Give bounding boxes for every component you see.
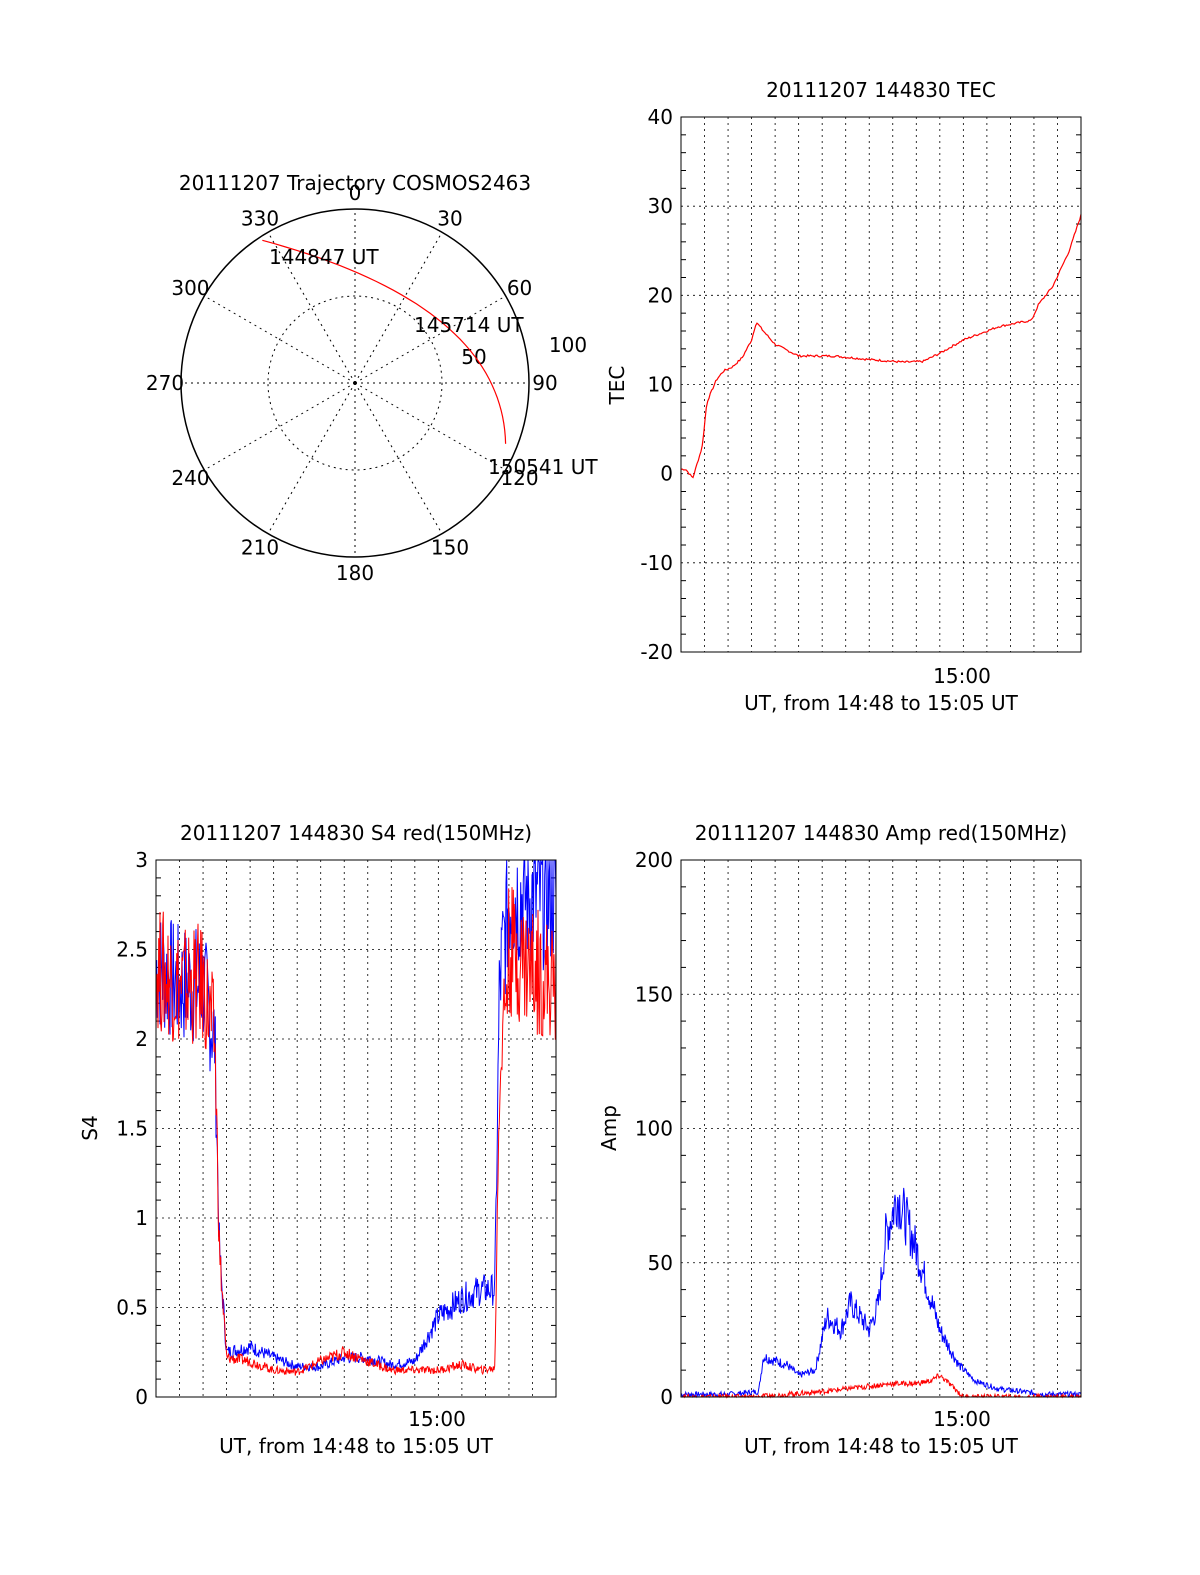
tec-title: 20111207 144830 TEC (766, 78, 996, 102)
tec-xtick-label: 15:00 (933, 664, 991, 688)
satellite-track (262, 239, 507, 444)
azimuth-label-180: 180 (336, 561, 374, 585)
azimuth-spoke-60 (354, 295, 506, 384)
ytick-label: 20 (648, 283, 673, 307)
ytick-label: 1 (135, 1206, 148, 1230)
tec-panel: 20111207 144830 TEC 40 30 20 10 0 -10 -20 15:0… (605, 78, 1082, 715)
trajectory-polar-plot: 20111207 Trajectory COSMOS2463 0 30 60 90 12… (146, 171, 598, 585)
tec-ytick-labels: 40 30 20 10 0 -10 -20 (640, 105, 673, 664)
s4-ylabel: S4 (78, 1115, 102, 1140)
track-point-label-start: 144847 UT (269, 245, 379, 269)
ytick-label: 40 (648, 105, 673, 129)
ytick-label: 2 (135, 1027, 148, 1051)
s4-xtick-label: 15:00 (408, 1407, 466, 1431)
tec-ticks (681, 134, 1081, 635)
azimuth-spoke-150 (354, 382, 443, 534)
amp-xtick-label: 15:00 (933, 1407, 991, 1431)
azimuth-spoke-30 (354, 232, 443, 384)
s4-panel: 20111207 144830 S4 red(150MHz) 3 2.5 2 1.5 1… (78, 821, 557, 1458)
azimuth-labels: 0 30 60 90 120 150 180 210 240 270 300 330 (146, 181, 558, 585)
amp-ticks (681, 886, 1081, 1371)
azimuth-label-90: 90 (532, 371, 557, 395)
tec-series-line (680, 214, 1082, 479)
ytick-label: 0 (135, 1385, 148, 1409)
tec-xlabel: UT, from 14:48 to 15:05 UT (744, 691, 1019, 715)
ytick-label: 30 (648, 194, 673, 218)
amp-xlabel: UT, from 14:48 to 15:05 UT (744, 1434, 1019, 1458)
azimuth-spoke-240 (204, 382, 356, 471)
s4-xlabel: UT, from 14:48 to 15:05 UT (219, 1434, 494, 1458)
s4-title: 20111207 144830 S4 red(150MHz) (180, 821, 532, 845)
ytick-label: 0.5 (116, 1296, 148, 1320)
polar-spokes (181, 209, 529, 557)
amp-title: 20111207 144830 Amp red(150MHz) (695, 821, 1067, 845)
ytick-label: 0 (660, 1385, 673, 1409)
azimuth-spoke-210 (267, 382, 356, 534)
azimuth-spoke-330 (267, 232, 356, 384)
azimuth-label-0: 0 (349, 181, 362, 205)
track-point-label-mid: 145714 UT (414, 313, 524, 337)
ytick-label: -10 (640, 551, 673, 575)
elevation-label-100: 100 (549, 333, 587, 357)
amp-series-blue (680, 1187, 1082, 1399)
azimuth-label-60: 60 (507, 276, 532, 300)
azimuth-label-30: 30 (437, 206, 462, 230)
track-point-label-end: 150541 UT (488, 455, 598, 479)
elevation-ring-inner (267, 295, 443, 471)
polar-frame (180, 208, 530, 558)
ytick-label: 3 (135, 848, 148, 872)
amp-panel: 20111207 144830 Amp red(150MHz) 200 150 10… (597, 821, 1082, 1458)
ytick-label: 0 (660, 462, 673, 486)
s4-series-red (155, 887, 557, 1376)
elevation-label-50: 50 (461, 345, 486, 369)
azimuth-spoke-300 (204, 295, 356, 384)
ytick-label: 10 (648, 373, 673, 397)
amp-ylabel: Amp (597, 1105, 621, 1151)
amp-grid (681, 860, 1081, 1397)
tec-grid (681, 117, 1081, 652)
ytick-label: 50 (648, 1251, 673, 1275)
ytick-label: 1.5 (116, 1117, 148, 1141)
s4-ytick-labels: 3 2.5 2 1.5 1 0.5 0 (116, 848, 148, 1409)
s4-plot-frame (155, 859, 557, 1398)
azimuth-label-270: 270 (146, 371, 184, 395)
azimuth-label-240: 240 (171, 466, 209, 490)
amp-plot-frame (680, 859, 1082, 1398)
amp-series-red (681, 1373, 1082, 1399)
ytick-label: 150 (635, 982, 673, 1006)
azimuth-label-300: 300 (171, 276, 209, 300)
azimuth-spoke-120 (354, 382, 506, 471)
azimuth-label-120: 120 (500, 466, 538, 490)
amp-ytick-labels: 200 150 100 50 0 (635, 848, 673, 1409)
polar-title: 20111207 Trajectory COSMOS2463 (179, 171, 531, 195)
tec-plot-frame (680, 116, 1082, 653)
ytick-label: -20 (640, 640, 673, 664)
azimuth-label-150: 150 (431, 536, 469, 560)
ytick-label: 100 (635, 1117, 673, 1141)
azimuth-label-330: 330 (241, 206, 279, 230)
ytick-label: 200 (635, 848, 673, 872)
ytick-label: 2.5 (116, 938, 148, 962)
tec-ylabel: TEC (605, 366, 629, 406)
azimuth-label-210: 210 (241, 536, 279, 560)
